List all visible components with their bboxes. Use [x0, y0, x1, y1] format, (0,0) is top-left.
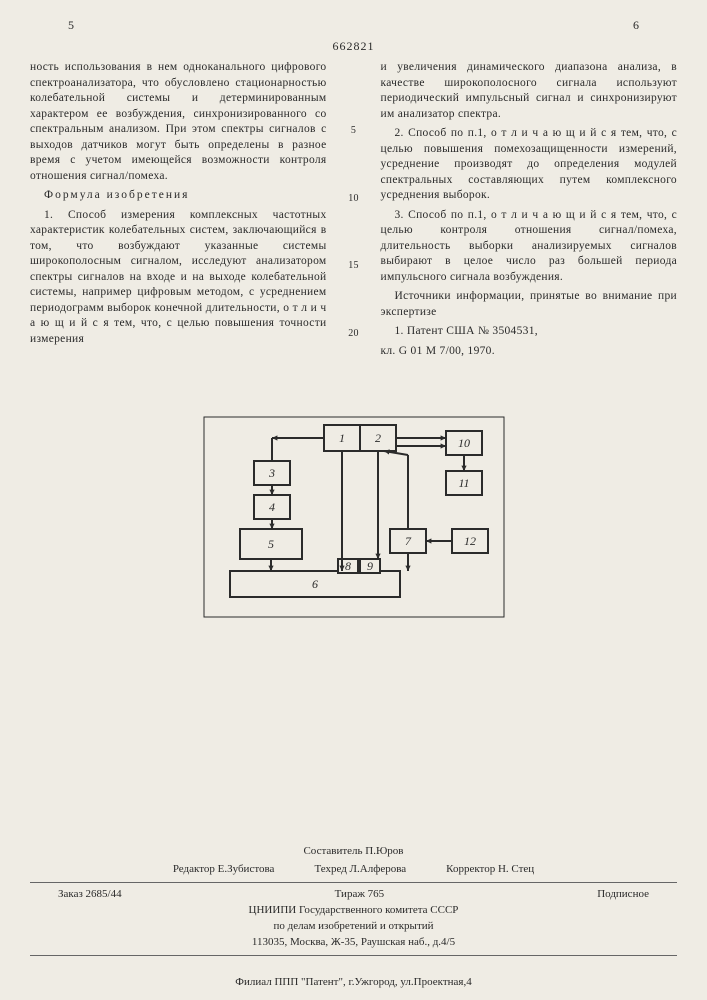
tirage: Тираж 765 [335, 887, 385, 903]
block-2-label: 2 [375, 431, 381, 445]
subscription: Подписное [597, 887, 649, 903]
block-1-label: 1 [339, 431, 345, 445]
right-para-0: и увеличения динамического диапазона ана… [381, 60, 678, 122]
right-col-number: 6 [633, 18, 639, 33]
techred: Техред Л.Алферова [314, 862, 406, 878]
divider [30, 882, 677, 883]
left-para-0: ность использования в нем одноканального… [30, 60, 327, 184]
claim-3-text: 3. Способ по п.1, о т л и ч а ю щ и й с … [381, 208, 678, 286]
two-column-body: ность использования в нем одноканального… [30, 60, 677, 363]
claim-1-text: 1. Способ измерения комплексных частотны… [30, 208, 327, 348]
corrector: Корректор Н. Стец [446, 862, 534, 878]
composer: Составитель П.Юров [303, 844, 403, 860]
block-6-label: 6 [312, 577, 318, 591]
block-7-label: 7 [405, 534, 412, 548]
editor: Редактор Е.Зубистова [173, 862, 275, 878]
left-col-number: 5 [68, 18, 74, 33]
arrowhead-icon [405, 566, 410, 571]
block-4-label: 4 [269, 500, 275, 514]
sources-heading: Источники информации, принятые во вниман… [381, 289, 678, 320]
divider [30, 955, 677, 956]
lineno-20: 20 [347, 327, 361, 341]
block-11-label: 11 [458, 476, 469, 490]
org-address: 113035, Москва, Ж-35, Раушская наб., д.4… [30, 935, 677, 951]
lineno-15: 15 [347, 259, 361, 273]
block-3-label: 3 [268, 466, 275, 480]
claim-2-text: 2. Способ по п.1, о т л и ч а ю щ и й с … [381, 126, 678, 204]
diagram-svg: 123456789101112 [174, 411, 534, 631]
formula-heading: Формула изобретения [30, 188, 327, 204]
lineno-5: 5 [347, 124, 361, 138]
patent-number: 662821 [30, 39, 677, 54]
lineno-10: 10 [347, 192, 361, 206]
page: 5 6 662821 ность использования в нем одн… [0, 0, 707, 1000]
block-5-label: 5 [268, 537, 274, 551]
org-line-1: ЦНИИПИ Государственного комитета СССР [30, 903, 677, 919]
footer-line: Филиал ППП "Патент", г.Ужгород, ул.Проек… [30, 976, 677, 988]
block-9-label: 9 [367, 559, 373, 573]
right-column: и увеличения динамического диапазона ана… [381, 60, 678, 363]
line-number-gutter: 5 10 15 20 [347, 60, 361, 363]
source-1-line-a: 1. Патент США № 3504531, [381, 324, 678, 340]
header-row: 5 6 [30, 18, 677, 33]
org-line-2: по делам изобретений и открытий [30, 919, 677, 935]
block-10-label: 10 [458, 436, 470, 450]
left-column: ность использования в нем одноканального… [30, 60, 327, 363]
block-diagram: 123456789101112 [174, 411, 534, 631]
order-number: Заказ 2685/44 [58, 887, 122, 903]
block-8-label: 8 [345, 559, 351, 573]
source-1-line-b: кл. G 01 M 7/00, 1970. [381, 344, 678, 360]
block-12-label: 12 [464, 534, 476, 548]
credits-block: Составитель П.Юров Редактор Е.Зубистова … [30, 844, 677, 960]
